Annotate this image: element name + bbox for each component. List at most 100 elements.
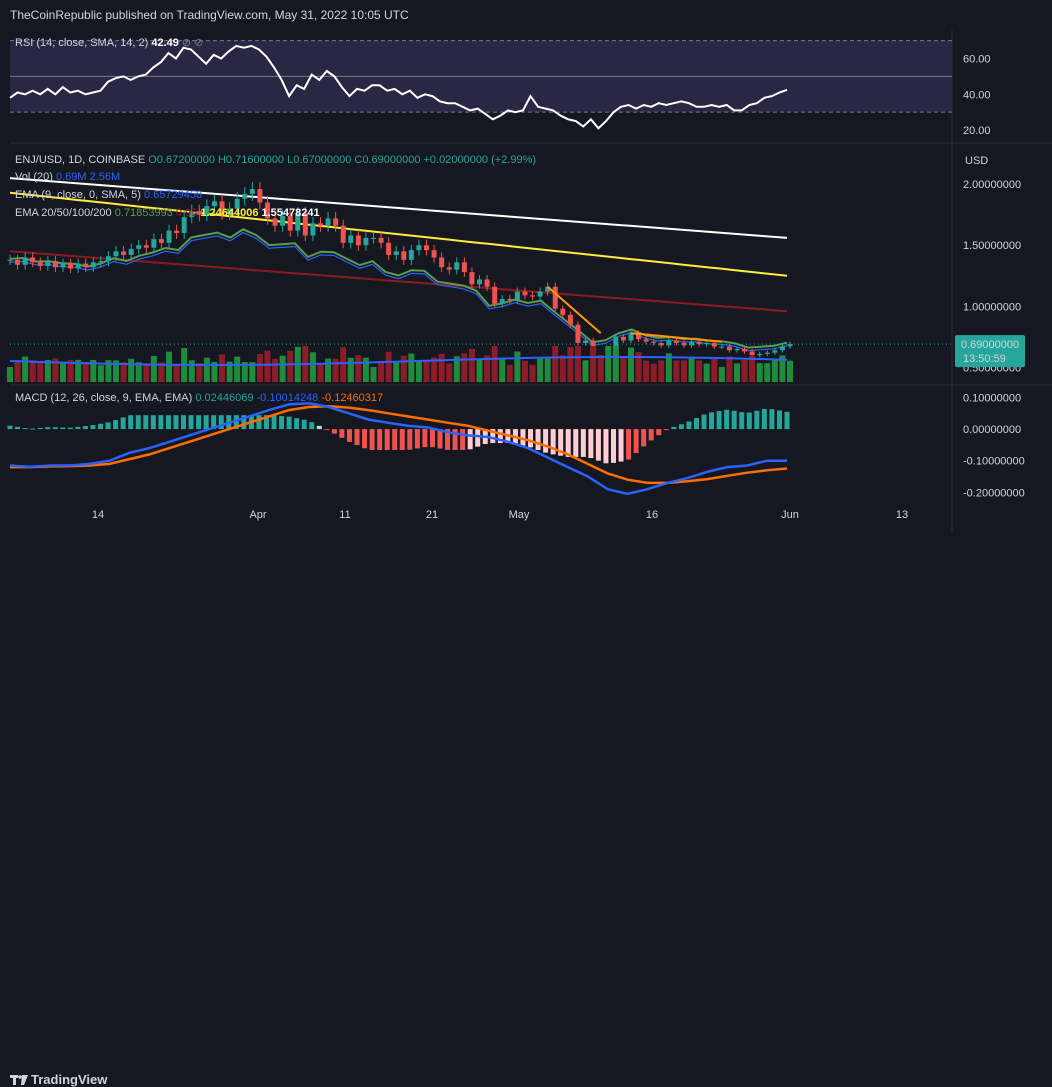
volume-bar	[514, 351, 521, 382]
candle-body	[340, 225, 346, 243]
volume-bar	[521, 360, 528, 382]
candle-body	[30, 257, 36, 263]
candle-body	[454, 262, 460, 270]
volume-bar	[90, 359, 97, 382]
candle-body	[689, 341, 695, 346]
candle-body	[83, 263, 89, 268]
ema200-value: 1.55478241	[262, 207, 320, 219]
volume-bar	[325, 358, 332, 382]
candle-body	[522, 291, 528, 296]
volume-bar	[173, 364, 180, 382]
candle-body	[15, 259, 21, 265]
x-axis-label: Jun	[781, 509, 799, 521]
volume-bar	[7, 367, 13, 382]
macd-histogram-bar	[709, 412, 715, 430]
trendline-lower	[630, 332, 722, 343]
macd-histogram-bar	[603, 429, 609, 464]
volume-bar	[113, 360, 120, 382]
volume-bar	[544, 358, 551, 382]
candle-body	[477, 279, 483, 285]
volume-bar	[226, 361, 233, 382]
candle-body	[143, 245, 149, 248]
volume-bar	[378, 361, 385, 382]
candle-body	[98, 261, 104, 263]
volume-bar	[559, 355, 566, 382]
volume-bar	[438, 353, 445, 382]
rsi-y-tick-label: 40.00	[963, 89, 991, 101]
volume-legend: Vol (20) 0.69M 2.56M	[15, 171, 120, 183]
candle-body	[287, 215, 293, 231]
ema-line-ema200	[9, 177, 788, 239]
candle-body	[325, 218, 331, 226]
macd-histogram-bar	[263, 415, 269, 430]
ema-line-ema100	[9, 191, 788, 277]
candle-body	[151, 239, 157, 248]
candle-body	[469, 272, 475, 285]
chart-canvas[interactable]: 60.00 40.00 20.00 RSI (14, close, SMA, 14, …	[0, 0, 1052, 532]
volume-bar	[597, 354, 604, 382]
macd-histogram-bar	[241, 415, 247, 430]
tradingview-logo[interactable]: TradingView	[10, 1072, 107, 1087]
macd-histogram-bar	[701, 414, 707, 430]
candle-body	[249, 189, 255, 194]
macd-histogram-bar	[724, 409, 730, 430]
candle-body	[620, 336, 626, 341]
macd-histogram-bar	[354, 429, 360, 446]
macd-histogram-bar	[324, 429, 330, 431]
tradingview-logo-icon	[10, 1075, 28, 1085]
volume-bar	[22, 356, 29, 382]
candle-body	[726, 346, 732, 351]
macd-histogram-bar	[233, 415, 239, 430]
volume-bar	[612, 346, 619, 382]
macd-histogram-bar	[678, 424, 684, 430]
ema-line-ema50	[9, 250, 788, 313]
volume-bar	[264, 350, 271, 382]
macd-histogram-bar	[588, 429, 594, 459]
macd-histogram-bar	[52, 427, 58, 430]
candle-body	[613, 336, 619, 353]
macd-histogram-bar	[188, 415, 194, 430]
candle-body	[461, 262, 467, 273]
candle-body	[60, 263, 66, 268]
macd-histogram-bar	[769, 409, 775, 430]
rsi-line	[9, 44, 788, 130]
candle-body	[514, 291, 520, 301]
candle-body	[7, 259, 13, 261]
volume-bar	[680, 360, 687, 382]
macd-histogram-bar	[595, 429, 601, 461]
rsi-legend: RSI (14, close, SMA, 14, 2) 42.49 ⊘ ⊘	[15, 37, 203, 49]
macd-histogram-bar	[573, 429, 579, 457]
candle-body	[681, 342, 687, 346]
macd-histogram-bar	[105, 422, 111, 430]
macd-histogram-bar	[45, 427, 51, 430]
macd-histogram-bar	[15, 426, 21, 430]
macd-histogram-bar	[158, 415, 164, 430]
macd-histogram-bar	[377, 429, 383, 450]
volume-bar	[673, 360, 680, 382]
candle-body	[431, 250, 437, 258]
volume-bar	[415, 360, 422, 382]
macd-hist-value: 0.02446069	[195, 392, 256, 404]
candle-body	[204, 206, 210, 215]
macd-signal-line	[10, 405, 788, 485]
price-y-tick-label: 1.50000000	[963, 240, 1021, 252]
volume-bar	[423, 360, 430, 382]
volume-bar	[650, 363, 657, 382]
candle-body	[370, 237, 376, 239]
volume-bar	[408, 353, 415, 382]
candle-body	[643, 339, 649, 342]
macd-histogram-bar	[135, 415, 141, 430]
macd-y-tick-label: 0.10000000	[963, 392, 1021, 404]
macd-line	[9, 401, 787, 496]
macd-histogram-bar	[294, 418, 300, 430]
candle-body	[355, 235, 361, 246]
volume-bar	[14, 360, 21, 382]
ema50-value: 0.95	[176, 207, 200, 219]
volume-bar	[249, 362, 256, 382]
candle-body	[174, 230, 180, 234]
macd-histogram-bar	[543, 429, 549, 453]
macd-histogram-bar	[429, 429, 435, 448]
macd-histogram-bar	[693, 418, 699, 430]
macd-histogram-bar	[392, 429, 398, 450]
volume-bar	[552, 346, 559, 382]
